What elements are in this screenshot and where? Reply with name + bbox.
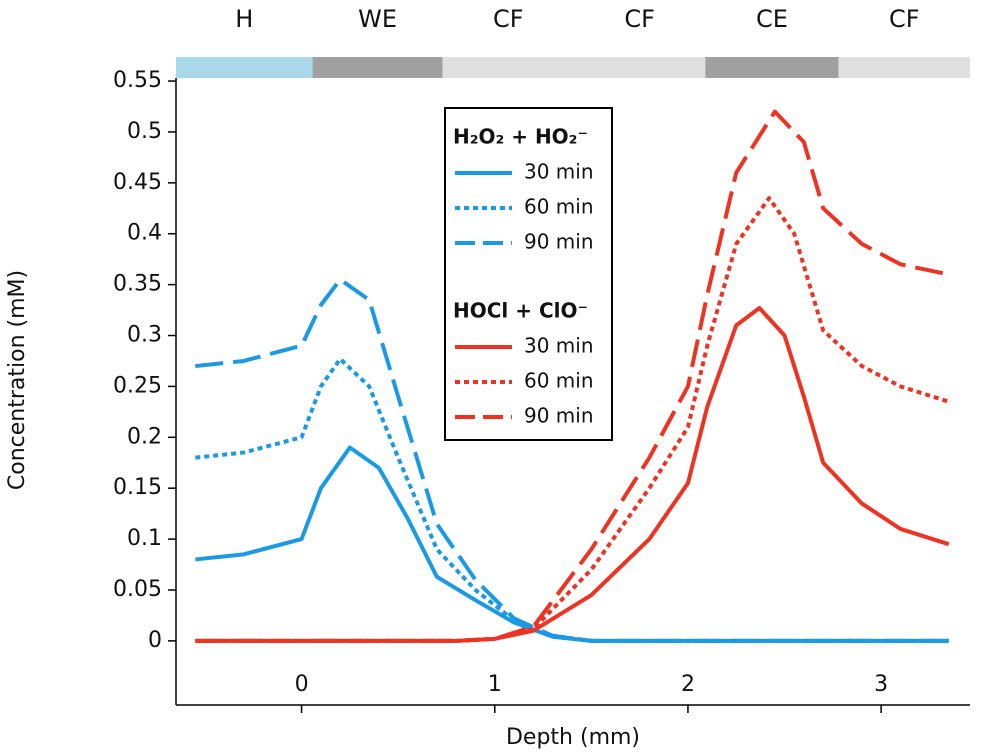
y-tick-label: 0.2 xyxy=(127,424,162,449)
region-band xyxy=(705,57,839,78)
y-tick-label: 0.5 xyxy=(127,119,162,144)
region-band xyxy=(312,57,443,78)
region-label: CF xyxy=(493,5,524,33)
region-label: WE xyxy=(358,5,397,33)
legend-label: 60 min xyxy=(524,369,594,393)
legend-title: H₂O₂ + HO₂⁻ xyxy=(453,125,588,149)
legend-label: 30 min xyxy=(524,334,594,358)
region-label: CF xyxy=(889,5,920,33)
x-tick-label: 1 xyxy=(488,672,502,697)
x-axis-label: Depth (mm) xyxy=(506,725,640,750)
y-tick-label: 0.45 xyxy=(113,170,162,195)
legend-label: 90 min xyxy=(524,404,594,428)
region-label: CE xyxy=(756,5,788,33)
y-tick-label: 0.3 xyxy=(127,323,162,348)
legend: H₂O₂ + HO₂⁻ 30 min 60 min 90 min HOCl + ClO⁻… xyxy=(444,107,613,441)
y-tick-label: 0 xyxy=(148,628,162,653)
x-tick-label: 2 xyxy=(681,672,695,697)
region-label: CF xyxy=(624,5,655,33)
region-band xyxy=(573,57,706,78)
legend-label: 60 min xyxy=(524,195,594,219)
region-band xyxy=(442,57,574,78)
region-label: H xyxy=(235,5,253,33)
region-band xyxy=(838,57,970,78)
series-line xyxy=(195,277,949,643)
y-tick-label: 0.15 xyxy=(113,475,162,500)
legend-title: HOCl + ClO⁻ xyxy=(453,299,588,323)
x-tick-label: 0 xyxy=(295,672,309,697)
series-line xyxy=(195,109,950,643)
y-tick-label: 0.05 xyxy=(113,577,162,602)
legend-label: 90 min xyxy=(524,230,594,254)
region-band xyxy=(176,57,313,78)
legend-label: 30 min xyxy=(524,160,594,184)
y-tick-label: 0.1 xyxy=(127,526,162,551)
series-line xyxy=(195,196,950,643)
y-tick-label: 0.55 xyxy=(113,68,162,93)
y-tick-label: 0.4 xyxy=(127,221,162,246)
y-tick-label: 0.25 xyxy=(113,373,162,398)
x-tick-label: 3 xyxy=(874,672,888,697)
y-axis-label: Concentration (mM) xyxy=(5,270,30,490)
y-tick-label: 0.35 xyxy=(113,272,162,297)
legend-box xyxy=(444,107,613,441)
